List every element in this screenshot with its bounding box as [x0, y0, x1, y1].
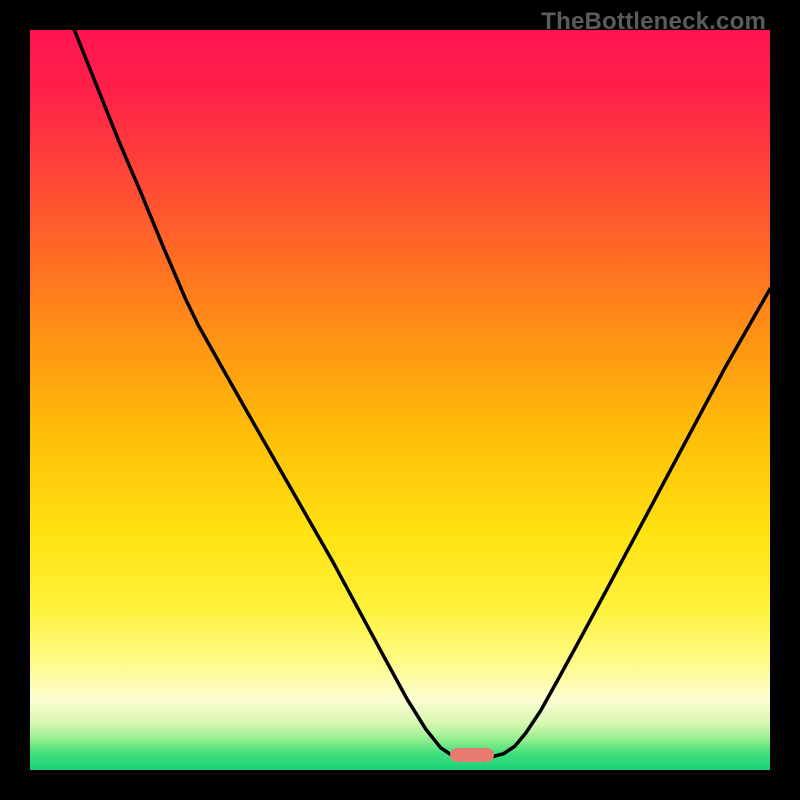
- plot-area: [30, 30, 770, 770]
- chart-container: TheBottleneck.com: [0, 0, 800, 800]
- optimal-marker: [450, 748, 494, 762]
- bottleneck-curve: [30, 30, 770, 770]
